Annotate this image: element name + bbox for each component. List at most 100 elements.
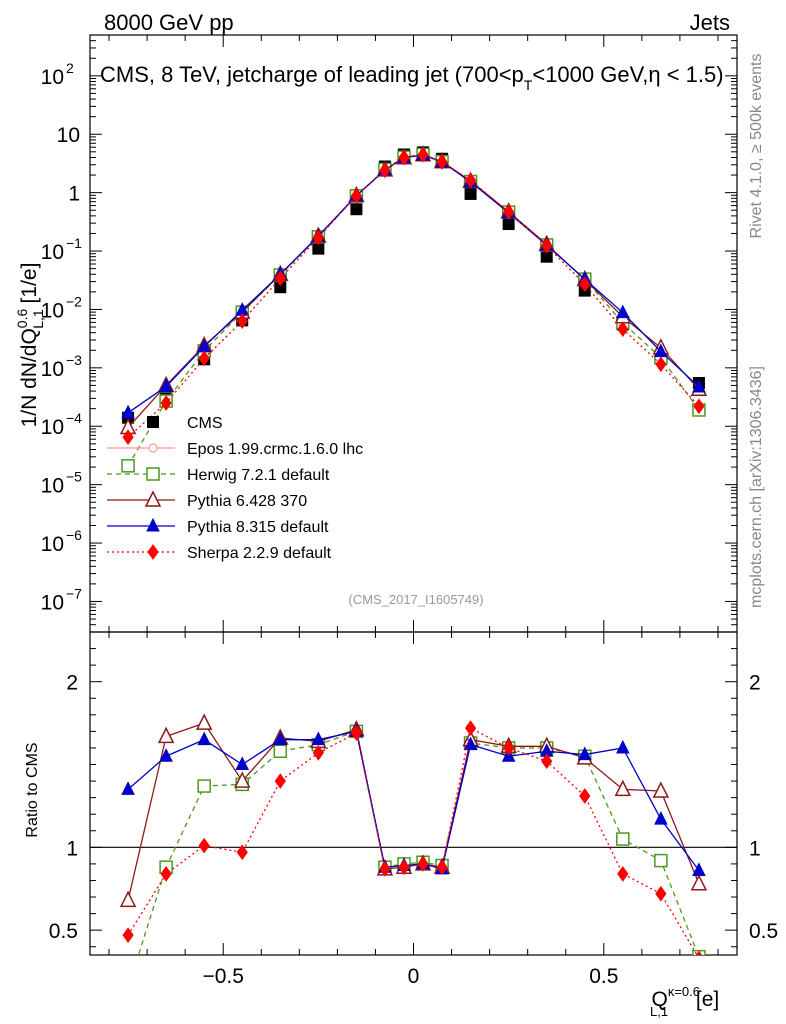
legend-entry: Pythia 6.428 370: [107, 490, 307, 510]
ratio-pythia-3: [121, 723, 706, 877]
legend-label: Pythia 6.428 370: [187, 493, 307, 510]
ratio-point-sherpa-4: [236, 844, 248, 861]
x-tick-label: 0.5: [589, 965, 618, 988]
ratio-point-pythia-2: [652, 781, 670, 798]
point-sherpa-4: [312, 229, 324, 246]
cms-point: [540, 250, 553, 263]
y-tick-exponent: −1: [66, 235, 82, 251]
legend-marker: [146, 517, 160, 532]
legend-marker: [144, 490, 162, 507]
legend-marker: [147, 416, 159, 428]
ratio-y-label: Ratio to CMS: [24, 742, 41, 837]
point-pythia-3: [692, 378, 706, 393]
ratio-tick-label: 2: [66, 672, 78, 695]
ratio-panel-frame: [89, 631, 738, 956]
ratio-point-sherpa-4: [579, 788, 591, 804]
y-tick-label: 10: [57, 124, 80, 147]
legend-label: Pythia 8.315 default: [187, 519, 329, 536]
series-pythia-3: [121, 146, 706, 419]
point-sherpa-4: [350, 188, 363, 204]
point-sherpa-4: [122, 429, 134, 446]
cms-point: [350, 203, 363, 216]
ratio-tick-label: 1: [66, 837, 78, 860]
ratio-point-pythia-3: [273, 731, 288, 746]
point-pythia-3: [121, 404, 135, 419]
point-sherpa-4: [541, 237, 553, 254]
point-sherpa-4: [464, 172, 477, 189]
ratio-point-pythia-3: [692, 862, 706, 877]
ratio-sherpa-4: [122, 720, 703, 955]
ratio-point-sherpa-4: [398, 859, 410, 876]
ratio-point-pythia-3: [121, 781, 135, 795]
ratio-point-sherpa-4: [198, 837, 210, 854]
legend-entry: Pythia 8.315 default: [107, 517, 329, 536]
analysis-watermark: (CMS_2017_I1605749): [348, 592, 483, 607]
y-tick-label: 10: [41, 475, 64, 498]
series-sherpa-4: [122, 146, 705, 446]
legend-label: CMS: [187, 415, 223, 432]
ratio-point-sherpa-4: [379, 861, 391, 877]
ratio-line-sherpa-4: [127, 727, 698, 955]
ratio-tick-label: 0.5: [49, 920, 78, 943]
ratio-layer: [119, 713, 708, 955]
y-tick-exponent: −4: [66, 410, 82, 426]
ratio-point-sherpa-4: [464, 720, 477, 736]
cms-point: [464, 187, 477, 200]
cms-point: [312, 242, 325, 255]
point-sherpa-4: [417, 146, 429, 163]
y-tick-label: 1: [68, 183, 80, 206]
cms-point: [274, 281, 287, 294]
series-layer: [119, 145, 708, 473]
y-tick-exponent: −7: [66, 585, 82, 601]
legend-entry: Sherpa 2.2.9 default: [107, 544, 332, 562]
y-tick-exponent: −6: [66, 527, 82, 543]
ratio-point-pythia-3: [577, 746, 592, 761]
ratio-tick-label-right: 1: [749, 837, 761, 860]
y-tick-label: 10: [41, 241, 64, 264]
series-line-pythia-2: [127, 154, 700, 428]
series-cms: [122, 146, 705, 424]
y-tick-label: 10: [41, 299, 64, 322]
point-sherpa-4: [198, 350, 210, 367]
y-tick-label: 10: [41, 66, 64, 89]
point-sherpa-4: [236, 313, 248, 330]
ratio-tick-label-right: 2: [749, 672, 761, 695]
ratio-point-sherpa-4: [122, 927, 134, 943]
ratio-point-sherpa-4: [503, 740, 515, 756]
point-sherpa-4: [617, 321, 629, 337]
ratio-point-pythia-3: [616, 739, 630, 754]
y-axis-label: 1/N dN/dQ0.6L,1 [1/e]: [14, 263, 46, 428]
ratio-point-sherpa-4: [160, 865, 172, 882]
header-right: Jets: [690, 10, 730, 35]
rivet-note: Rivet 4.1.0, ≥ 500k events: [748, 54, 765, 239]
point-pythia-3: [616, 304, 630, 319]
point-sherpa-4: [436, 154, 448, 170]
y-tick-label: 10: [41, 591, 64, 614]
point-sherpa-4: [398, 149, 410, 166]
ratio-point-pythia-3: [654, 811, 668, 825]
ratio-point-sherpa-4: [417, 856, 429, 872]
ratio-point-pythia-3: [235, 756, 250, 771]
y-tick-label: 10: [41, 358, 64, 381]
chart-title: CMS, 8 TeV, jetcharge of leading jet (70…: [100, 62, 724, 93]
ratio-tick-label-right: 0.5: [749, 920, 778, 943]
point-herwig-1: [121, 459, 135, 473]
ratio-point-herwig-1: [197, 779, 211, 793]
legend: CMS Epos 1.99.crmc.1.6.0 lhc Herwig 7.2.1 …: [107, 415, 363, 562]
ratio-point-herwig-1: [273, 744, 288, 759]
legend-marker: [147, 544, 159, 560]
ratio-point-pythia-2: [157, 726, 175, 744]
ratio-point-sherpa-4: [541, 753, 553, 770]
point-sherpa-4: [160, 395, 172, 411]
y-tick-label: 10: [41, 533, 64, 556]
legend-label: Herwig 7.2.1 default: [187, 467, 330, 484]
x-tick-label: −0.5: [202, 965, 243, 988]
ratio-point-pythia-2: [690, 874, 708, 891]
ratio-point-sherpa-4: [617, 865, 629, 882]
point-sherpa-4: [579, 276, 591, 293]
x-axis-label: Qκ=0.6 L,1 [e]: [650, 984, 719, 1019]
point-sherpa-4: [379, 162, 391, 179]
mcplots-note: mcplots.cern.ch [arXiv:1306.3436]: [748, 366, 765, 608]
axes-layer: −0.5 0 0.510−710−610−510−410−310−210 −11101…: [41, 34, 778, 988]
